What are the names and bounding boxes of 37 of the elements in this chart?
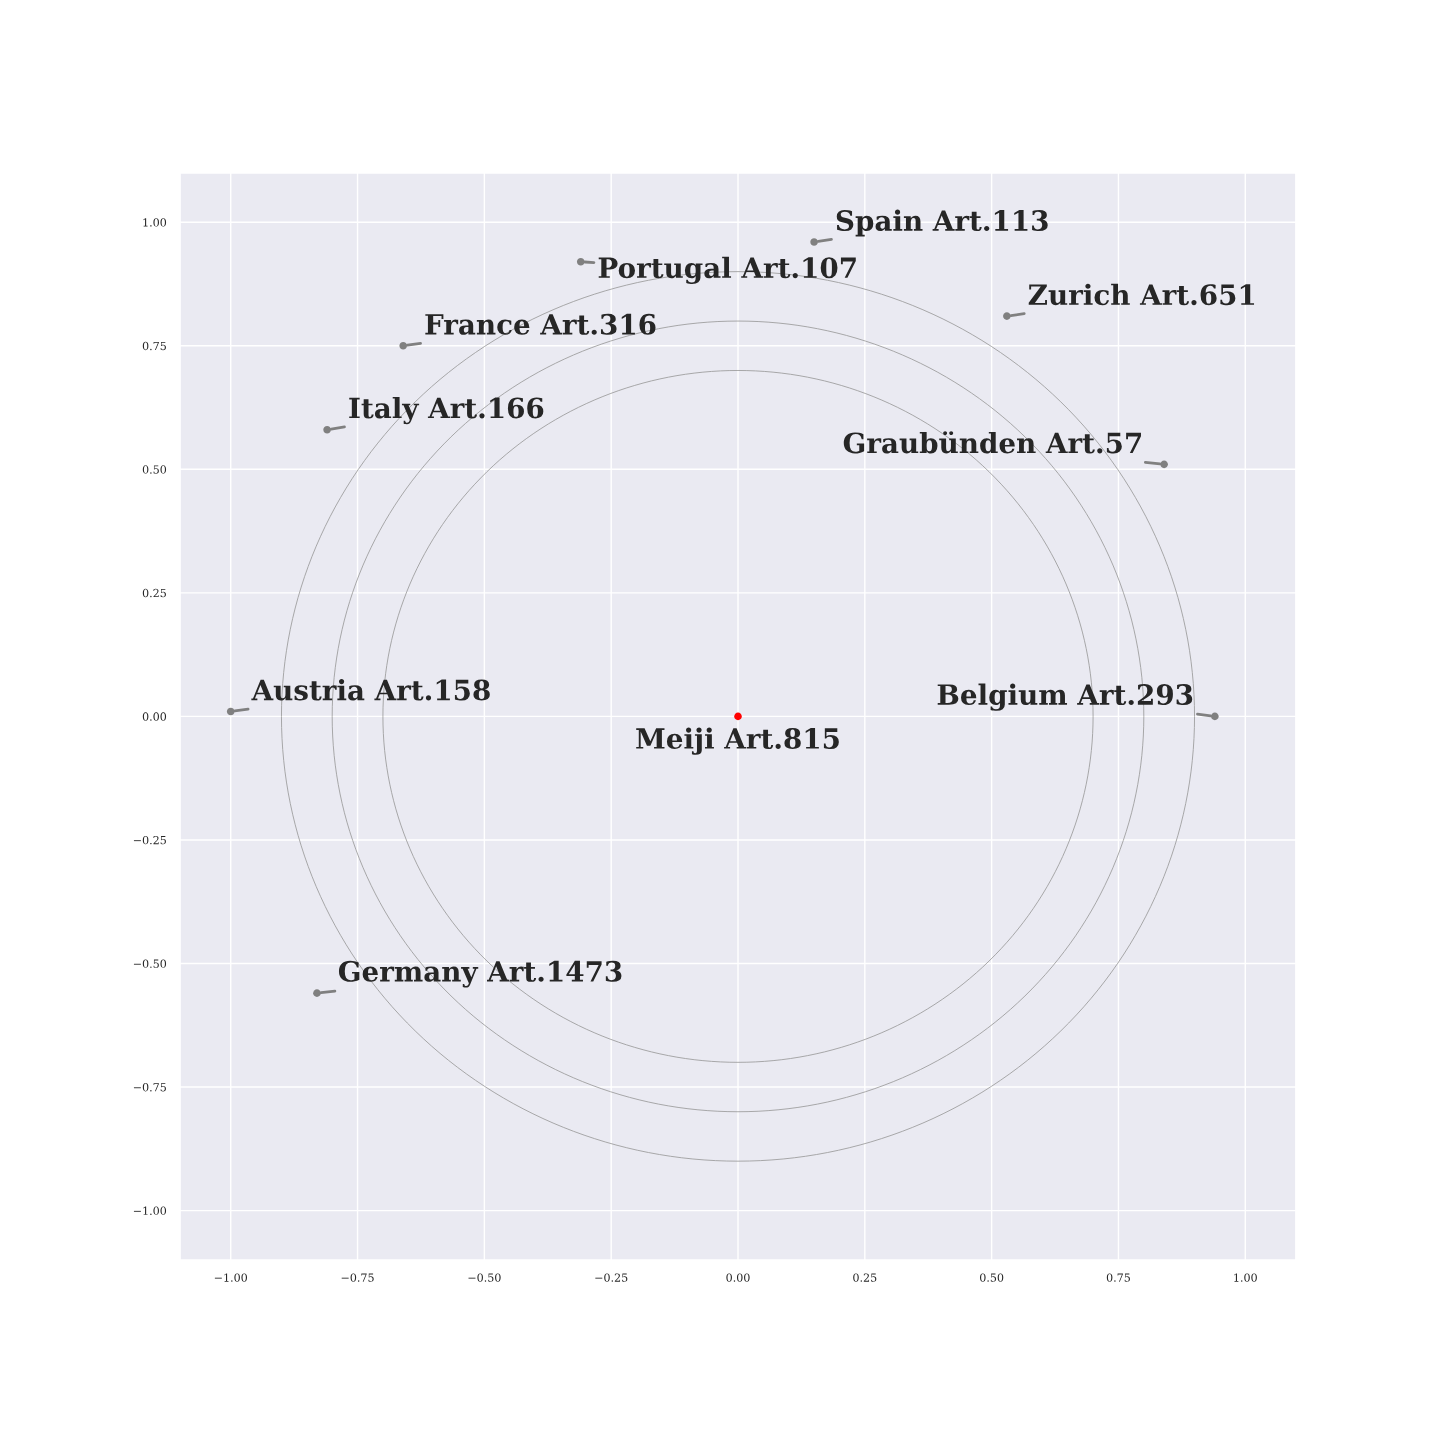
annotation: Zurich Art.651: [1028, 283, 1255, 306]
annotation: Austria Art.158: [251, 679, 490, 701]
x-tick-label: −1.00: [214, 1273, 248, 1282]
annotation: Germany Art.1473: [338, 960, 622, 988]
annotation: Belgium Art.293: [937, 683, 1193, 711]
y-tick-label: 0.50: [142, 465, 167, 474]
y-tick-label: 0.00: [142, 712, 167, 721]
annotation: Graubünden Art.57: [843, 431, 1141, 454]
annotation: Meiji Art.815: [636, 727, 839, 755]
point: [576, 257, 585, 266]
y-tick-label: −0.25: [133, 835, 166, 845]
point: [1211, 712, 1219, 721]
x-tick-label: 0.50: [980, 1273, 1004, 1282]
x-tick-label: 0.00: [726, 1273, 750, 1282]
point: [1003, 312, 1011, 320]
point: [1160, 460, 1168, 469]
x-tick-label: 1.00: [1234, 1273, 1257, 1282]
y-tick-label: 0.25: [142, 588, 166, 598]
point: [399, 341, 407, 350]
annotation: Portugal Art.107: [598, 256, 856, 284]
annotation: Italy Art.166: [349, 396, 544, 425]
annotation: France Art.316: [425, 313, 656, 335]
y-tick-label: 0.75: [142, 341, 166, 351]
y-tick-label: −0.75: [133, 1083, 166, 1092]
point: [810, 238, 818, 246]
point: [226, 707, 235, 716]
x-tick-label: −0.50: [468, 1273, 501, 1282]
point: [323, 425, 331, 434]
x-tick-label: 0.75: [1106, 1273, 1130, 1282]
x-tick-label: 0.25: [853, 1273, 877, 1282]
y-tick-label: −0.50: [133, 959, 167, 968]
point: [313, 989, 321, 997]
x-tick-label: −0.75: [341, 1273, 374, 1282]
y-tick-label: −1.00: [133, 1206, 167, 1215]
annotation: Spain Art.113: [836, 209, 1048, 237]
y-tick-label: 1.00: [143, 218, 167, 227]
x-tick-label: −0.25: [595, 1273, 628, 1282]
